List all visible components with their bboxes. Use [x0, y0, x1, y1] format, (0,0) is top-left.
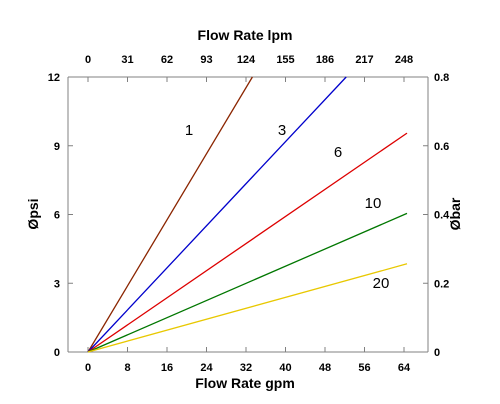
right-tick-label: 0.8	[434, 72, 449, 84]
left-tick-label: 6	[54, 210, 60, 222]
bottom-tick-label: 32	[240, 362, 252, 374]
bottom-tick-label: 56	[358, 362, 370, 374]
series-label-20: 20	[373, 275, 390, 292]
series-line-1	[87, 76, 253, 353]
series-label-10: 10	[365, 195, 382, 212]
right-tick-label: 0.2	[434, 278, 449, 290]
series-label-1: 1	[185, 122, 193, 139]
top-tick-label: 62	[161, 54, 173, 66]
series-labels: 1 3 6 10 20	[185, 122, 390, 292]
series-line-6	[87, 132, 408, 353]
series-line-10	[87, 212, 408, 353]
bottom-tick-label: 16	[161, 362, 173, 374]
bottom-axis-title: Flow Rate gpm	[195, 375, 295, 391]
left-axis-title: Øpsi	[25, 198, 41, 229]
right-tick-label: 0.4	[434, 210, 450, 222]
top-tick-label: 124	[237, 54, 256, 66]
right-axis-title: Øbar	[447, 197, 463, 230]
series-line-20	[87, 263, 408, 353]
left-tick-label: 0	[54, 347, 60, 359]
series-layer	[87, 76, 408, 353]
left-tick-label: 9	[54, 141, 60, 153]
top-axis-title: Flow Rate lpm	[198, 27, 293, 43]
series-line-3	[87, 76, 347, 353]
series-label-6: 6	[334, 144, 342, 161]
right-tick-label: 0.6	[434, 141, 449, 153]
plot-frame	[67, 76, 429, 353]
top-tick-label: 31	[121, 54, 133, 66]
left-tick-label: 3	[54, 278, 60, 290]
top-tick-label: 186	[316, 54, 334, 66]
top-tick-label: 0	[85, 54, 91, 66]
series-label-3: 3	[278, 122, 286, 139]
left-tick-label: 12	[48, 72, 60, 84]
top-tick-label: 155	[276, 54, 294, 66]
bottom-tick-label: 40	[279, 362, 291, 374]
top-tick-label: 93	[200, 54, 212, 66]
top-tick-label: 217	[355, 54, 373, 66]
bottom-tick-label: 48	[319, 362, 331, 374]
bottom-tick-label: 24	[200, 362, 213, 374]
bottom-tick-label: 0	[85, 362, 91, 374]
top-tick-label: 248	[395, 54, 413, 66]
bottom-tick-label: 64	[398, 362, 411, 374]
bottom-tick-label: 8	[124, 362, 130, 374]
right-tick-label: 0	[434, 347, 440, 359]
